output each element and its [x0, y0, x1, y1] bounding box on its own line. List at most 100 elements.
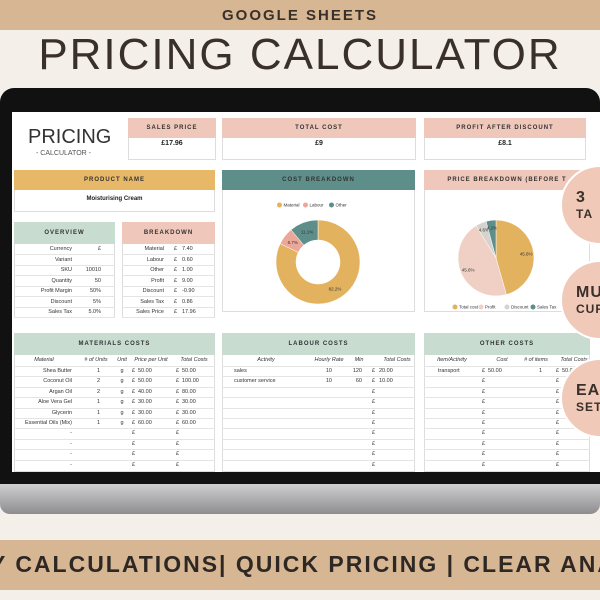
row-line — [424, 376, 590, 378]
row-line — [222, 428, 415, 430]
cell: £ — [176, 440, 180, 447]
cell: Variant — [54, 256, 72, 263]
summary-value: £8.1 — [498, 140, 512, 147]
cell: 10 — [325, 368, 332, 374]
cell: £ — [372, 451, 376, 458]
labour-box — [222, 333, 415, 472]
section-title: TOTAL COST — [295, 125, 343, 131]
overview-header — [14, 222, 115, 244]
column-header: # of Units — [84, 357, 108, 363]
summary-value: £9 — [315, 140, 323, 147]
cell: £ — [132, 388, 136, 395]
cell: £ — [176, 388, 180, 395]
row-line — [424, 418, 590, 419]
cell: 10010 — [85, 267, 101, 273]
cell: 30.00 — [138, 409, 152, 416]
section-title: SALES PRICE — [146, 125, 198, 131]
row-line — [14, 366, 215, 367]
column-header: Hourly Rate — [314, 357, 344, 363]
cell: -0.90 — [182, 288, 195, 294]
cell: £ — [132, 378, 136, 385]
cell: - — [70, 461, 72, 468]
cell: Aloe Vera Gel — [38, 399, 72, 406]
product-value: Moisturising Cream — [86, 196, 143, 202]
row-line — [14, 428, 215, 430]
cell: Currency — [49, 246, 72, 252]
cell: £ — [176, 399, 180, 406]
cell: Argan Oil — [49, 388, 72, 395]
section-title: PROFIT AFTER DISCOUNT — [456, 125, 554, 131]
column-header: # of items — [524, 357, 548, 363]
row-line — [14, 285, 115, 287]
row-line — [14, 418, 215, 419]
cell: £ — [556, 440, 560, 447]
cell: g — [120, 368, 124, 374]
badge-text: 3 — [576, 189, 586, 206]
badge-text: EA — [576, 382, 600, 399]
cell: £ — [372, 461, 376, 468]
cell: - — [70, 430, 72, 437]
column-header: Total Costs — [383, 357, 411, 363]
badge-text: TA — [576, 207, 594, 221]
row-line — [122, 264, 215, 266]
row-line — [222, 438, 415, 440]
cell: £ — [556, 430, 560, 437]
column-header: Cost — [496, 357, 508, 363]
materials-header — [14, 333, 215, 355]
row-line — [122, 285, 215, 287]
cell: 1 — [96, 368, 100, 374]
column-header: Unit — [117, 357, 127, 363]
cell: £ — [556, 378, 560, 385]
row-line — [14, 264, 115, 266]
row-line — [122, 254, 215, 255]
cell: £ — [97, 246, 101, 252]
cell: £ — [176, 451, 180, 458]
logo-subtitle: - CALCULATOR - — [36, 150, 91, 157]
cell: 5.0% — [88, 309, 101, 315]
row-line — [424, 459, 590, 461]
row-line — [14, 376, 215, 378]
cell: £ — [482, 440, 486, 447]
column-header: Price per Unit — [134, 357, 168, 363]
row-line — [424, 386, 590, 388]
cell: £ — [482, 378, 486, 385]
row-line — [14, 407, 215, 409]
logo-title: PRICING — [28, 126, 112, 148]
summary-value: £17.96 — [161, 140, 183, 147]
cell: £ — [556, 461, 560, 468]
row-line — [424, 407, 590, 409]
cell: 10 — [325, 378, 332, 385]
row-line — [122, 306, 215, 308]
section-title: MATERIALS COSTS — [78, 341, 151, 347]
section-title: PRICE BREAKDOWN (BEFORE T — [447, 177, 567, 183]
row-line — [424, 397, 590, 399]
cell: £ — [176, 409, 180, 416]
column-header: Min — [354, 357, 364, 363]
row-line — [14, 438, 215, 440]
cell: £ — [176, 420, 180, 426]
row-line — [14, 317, 115, 318]
cell: g — [120, 388, 124, 395]
column-header: Activity — [257, 357, 275, 363]
cell: transport — [438, 368, 460, 374]
cell: 50% — [89, 288, 101, 294]
row-line — [424, 449, 590, 451]
column-header: Total Costs — [560, 357, 588, 363]
cell: £ — [176, 461, 180, 468]
cell: - — [70, 451, 72, 458]
column-header: Item/Activity — [437, 357, 467, 363]
section-title: PRODUCT NAME — [84, 177, 145, 183]
row-line — [14, 306, 115, 308]
cell: £ — [174, 288, 178, 294]
row-line — [222, 449, 415, 451]
cell: SKU — [60, 267, 72, 273]
cell: 0.86 — [182, 298, 193, 305]
column-header: Material — [34, 357, 54, 363]
cell: £ — [556, 399, 560, 406]
cell: - — [70, 440, 72, 447]
cell: Coconut Oil — [43, 378, 72, 385]
cell: 10.00 — [379, 378, 393, 385]
cost_chart-header — [222, 170, 415, 190]
cell: £ — [132, 409, 136, 416]
cell: £ — [174, 256, 178, 263]
